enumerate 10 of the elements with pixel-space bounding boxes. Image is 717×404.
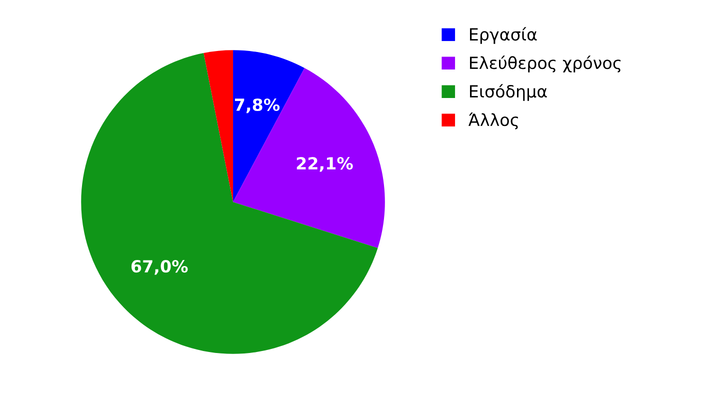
data-label: 22,1% bbox=[296, 157, 353, 172]
data-label: 67,0% bbox=[131, 260, 188, 275]
pie-slice bbox=[204, 50, 234, 202]
pie-slice bbox=[233, 68, 385, 248]
legend-label: Άλλος bbox=[468, 112, 518, 130]
legend-label: Εισόδημα bbox=[470, 84, 547, 101]
pie-slice bbox=[81, 52, 378, 354]
legend-label: Ελεύθερος χρόνος bbox=[470, 56, 621, 72]
legend-label: Εργασία bbox=[470, 27, 537, 44]
data-label: 7,8% bbox=[234, 98, 280, 114]
